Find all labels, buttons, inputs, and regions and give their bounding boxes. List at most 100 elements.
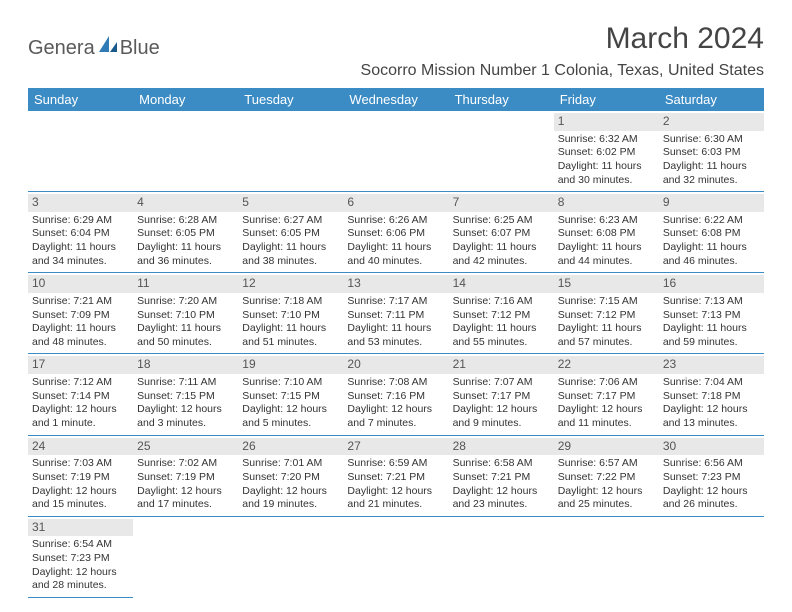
day-number: 20 (343, 356, 448, 374)
day-cell: 26Sunrise: 7:01 AMSunset: 7:20 PMDayligh… (238, 436, 343, 517)
empty-cell (449, 111, 554, 192)
daylight2-text: and 1 minute. (32, 417, 129, 431)
sunrise-text: Sunrise: 6:56 AM (663, 457, 760, 471)
day-cell: 8Sunrise: 6:23 AMSunset: 6:08 PMDaylight… (554, 192, 659, 273)
sunset-text: Sunset: 7:09 PM (32, 309, 129, 323)
sunset-text: Sunset: 7:10 PM (242, 309, 339, 323)
daylight2-text: and 9 minutes. (453, 417, 550, 431)
sunset-text: Sunset: 6:08 PM (558, 227, 655, 241)
sunrise-text: Sunrise: 6:54 AM (32, 538, 129, 552)
day-header-thu: Thursday (449, 88, 554, 111)
sunrise-text: Sunrise: 7:13 AM (663, 295, 760, 309)
day-number: 21 (449, 356, 554, 374)
day-number: 31 (28, 519, 133, 537)
day-header-mon: Monday (133, 88, 238, 111)
day-header-sat: Saturday (659, 88, 764, 111)
daylight2-text: and 3 minutes. (137, 417, 234, 431)
day-cell: 18Sunrise: 7:11 AMSunset: 7:15 PMDayligh… (133, 354, 238, 435)
sunset-text: Sunset: 7:17 PM (558, 390, 655, 404)
sunset-text: Sunset: 7:15 PM (242, 390, 339, 404)
daylight2-text: and 53 minutes. (347, 336, 444, 350)
daylight1-text: Daylight: 11 hours (32, 322, 129, 336)
day-cell: 20Sunrise: 7:08 AMSunset: 7:16 PMDayligh… (343, 354, 448, 435)
sunset-text: Sunset: 7:21 PM (453, 471, 550, 485)
daylight1-text: Daylight: 11 hours (347, 322, 444, 336)
daylight2-text: and 25 minutes. (558, 498, 655, 512)
week-row: 10Sunrise: 7:21 AMSunset: 7:09 PMDayligh… (28, 273, 764, 354)
sunset-text: Sunset: 6:04 PM (32, 227, 129, 241)
sunset-text: Sunset: 7:19 PM (32, 471, 129, 485)
daylight1-text: Daylight: 12 hours (663, 403, 760, 417)
daylight1-text: Daylight: 12 hours (32, 566, 129, 580)
day-number: 9 (659, 194, 764, 212)
sunset-text: Sunset: 7:20 PM (242, 471, 339, 485)
weeks-container: 1Sunrise: 6:32 AMSunset: 6:02 PMDaylight… (28, 111, 764, 598)
day-cell: 4Sunrise: 6:28 AMSunset: 6:05 PMDaylight… (133, 192, 238, 273)
daylight1-text: Daylight: 12 hours (347, 403, 444, 417)
empty-cell (343, 111, 448, 192)
daylight2-text: and 50 minutes. (137, 336, 234, 350)
sunset-text: Sunset: 7:23 PM (663, 471, 760, 485)
brand-logo: Genera Blue (28, 34, 160, 62)
sunrise-text: Sunrise: 6:57 AM (558, 457, 655, 471)
sunrise-text: Sunrise: 6:58 AM (453, 457, 550, 471)
empty-cell (133, 517, 238, 598)
day-cell: 25Sunrise: 7:02 AMSunset: 7:19 PMDayligh… (133, 436, 238, 517)
daylight1-text: Daylight: 11 hours (453, 241, 550, 255)
day-cell: 22Sunrise: 7:06 AMSunset: 7:17 PMDayligh… (554, 354, 659, 435)
daylight2-text: and 44 minutes. (558, 255, 655, 269)
daylight1-text: Daylight: 11 hours (137, 241, 234, 255)
day-cell: 21Sunrise: 7:07 AMSunset: 7:17 PMDayligh… (449, 354, 554, 435)
daylight2-text: and 32 minutes. (663, 174, 760, 188)
daylight1-text: Daylight: 11 hours (32, 241, 129, 255)
daylight2-text: and 23 minutes. (453, 498, 550, 512)
daylight2-text: and 13 minutes. (663, 417, 760, 431)
brand-sail-icon (97, 34, 119, 62)
month-title: March 2024 (361, 22, 764, 56)
daylight1-text: Daylight: 11 hours (558, 241, 655, 255)
sunrise-text: Sunrise: 6:22 AM (663, 214, 760, 228)
sunrise-text: Sunrise: 6:25 AM (453, 214, 550, 228)
day-number: 10 (28, 275, 133, 293)
sunset-text: Sunset: 6:05 PM (242, 227, 339, 241)
sunset-text: Sunset: 6:07 PM (453, 227, 550, 241)
sunrise-text: Sunrise: 6:23 AM (558, 214, 655, 228)
daylight2-text: and 5 minutes. (242, 417, 339, 431)
day-number: 27 (343, 438, 448, 456)
daylight2-text: and 55 minutes. (453, 336, 550, 350)
daylight1-text: Daylight: 12 hours (558, 485, 655, 499)
sunrise-text: Sunrise: 6:28 AM (137, 214, 234, 228)
day-cell: 3Sunrise: 6:29 AMSunset: 6:04 PMDaylight… (28, 192, 133, 273)
day-header-wed: Wednesday (343, 88, 448, 111)
day-cell: 23Sunrise: 7:04 AMSunset: 7:18 PMDayligh… (659, 354, 764, 435)
daylight1-text: Daylight: 11 hours (558, 160, 655, 174)
day-number: 5 (238, 194, 343, 212)
header: Genera Blue March 2024 Socorro Mission N… (28, 22, 764, 80)
daylight2-text: and 28 minutes. (32, 579, 129, 593)
daylight2-text: and 59 minutes. (663, 336, 760, 350)
day-number: 7 (449, 194, 554, 212)
sunset-text: Sunset: 7:18 PM (663, 390, 760, 404)
sunrise-text: Sunrise: 7:15 AM (558, 295, 655, 309)
day-cell: 16Sunrise: 7:13 AMSunset: 7:13 PMDayligh… (659, 273, 764, 354)
day-cell: 14Sunrise: 7:16 AMSunset: 7:12 PMDayligh… (449, 273, 554, 354)
day-header-fri: Friday (554, 88, 659, 111)
empty-cell (133, 111, 238, 192)
sunrise-text: Sunrise: 6:29 AM (32, 214, 129, 228)
daylight1-text: Daylight: 12 hours (137, 485, 234, 499)
daylight2-text: and 21 minutes. (347, 498, 444, 512)
sunrise-text: Sunrise: 7:04 AM (663, 376, 760, 390)
sunrise-text: Sunrise: 6:32 AM (558, 133, 655, 147)
daylight2-text: and 48 minutes. (32, 336, 129, 350)
day-number: 13 (343, 275, 448, 293)
day-cell: 24Sunrise: 7:03 AMSunset: 7:19 PMDayligh… (28, 436, 133, 517)
week-row: 1Sunrise: 6:32 AMSunset: 6:02 PMDaylight… (28, 111, 764, 192)
brand-text-2: Blue (120, 37, 160, 60)
day-header-sun: Sunday (28, 88, 133, 111)
daylight1-text: Daylight: 12 hours (32, 403, 129, 417)
daylight2-text: and 38 minutes. (242, 255, 339, 269)
day-number: 29 (554, 438, 659, 456)
day-cell: 29Sunrise: 6:57 AMSunset: 7:22 PMDayligh… (554, 436, 659, 517)
sunset-text: Sunset: 7:16 PM (347, 390, 444, 404)
daylight1-text: Daylight: 11 hours (663, 322, 760, 336)
